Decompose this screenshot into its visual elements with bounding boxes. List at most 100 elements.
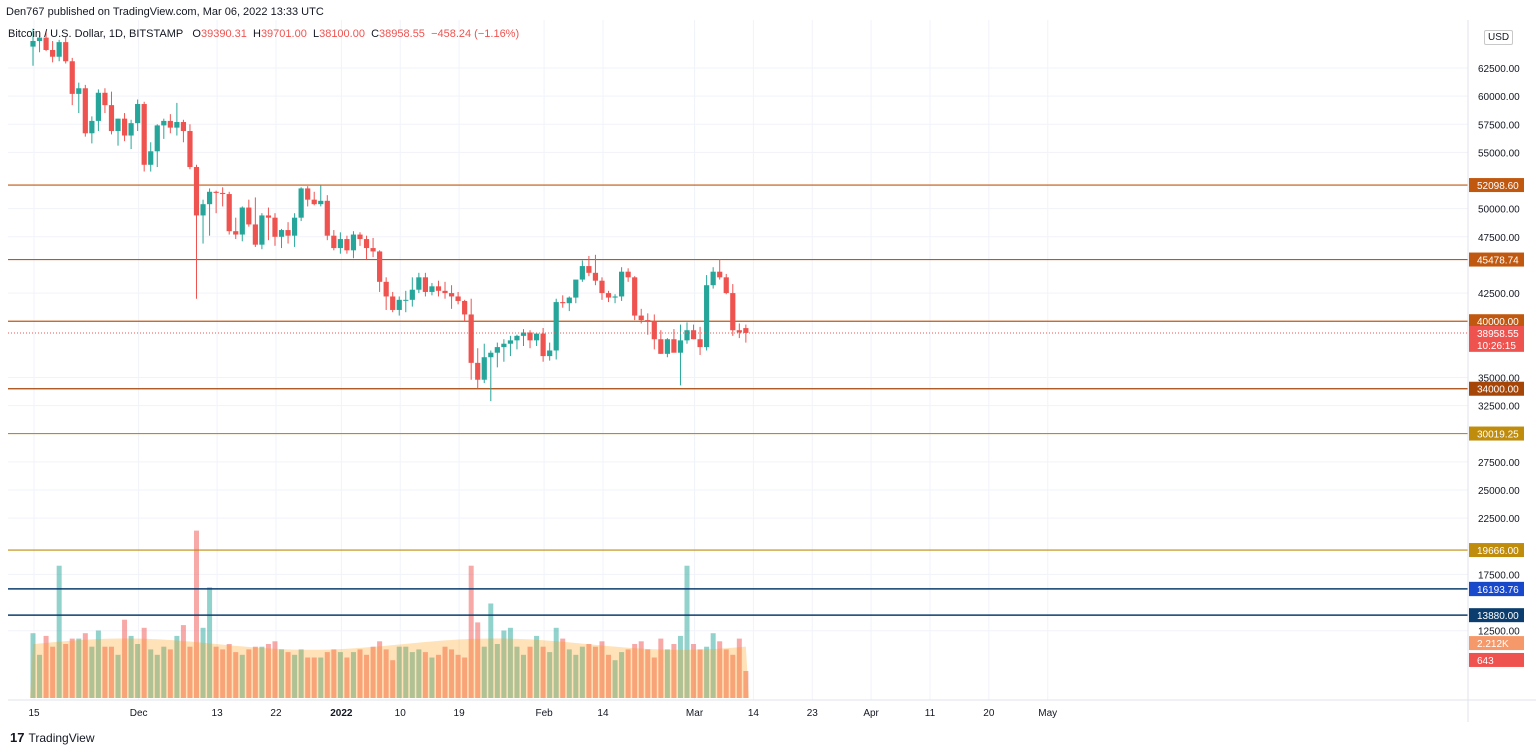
candle-body[interactable] [89,120,95,134]
candle-body[interactable] [363,239,370,249]
candle-body[interactable] [514,335,520,341]
candle-body[interactable] [560,302,566,304]
candle-body[interactable] [167,120,173,128]
candle-body[interactable] [396,299,402,310]
currency-button[interactable]: USD [1484,30,1514,45]
candles[interactable] [30,28,749,402]
candle-body[interactable] [298,188,304,218]
candle-body[interactable] [213,191,219,193]
candle-body[interactable] [161,120,167,126]
candle-body[interactable] [56,42,62,57]
candle-body[interactable] [318,200,324,205]
candle-body[interactable] [664,339,670,354]
candle-body[interactable] [206,191,213,205]
candle-body[interactable] [331,235,337,249]
candle-body[interactable] [226,194,232,232]
candle-body[interactable] [259,215,265,245]
candle-body[interactable] [501,343,507,348]
horizontal-levels[interactable] [8,184,1468,616]
candle-body[interactable] [612,296,618,298]
candle-body[interactable] [632,277,638,316]
candle-body[interactable] [704,285,710,348]
candle-body[interactable] [350,234,357,251]
candle-body[interactable] [455,296,461,301]
candle-body[interactable] [377,251,383,282]
candle-body[interactable] [187,131,193,168]
candle-body[interactable] [305,188,311,200]
candle-body[interactable] [148,151,154,165]
candle-body[interactable] [645,320,651,322]
candle-body[interactable] [278,230,285,237]
candle-body[interactable] [409,289,415,300]
candle-body[interactable] [507,340,514,344]
candle-body[interactable] [697,339,703,348]
candle-body[interactable] [592,272,599,281]
candle-body[interactable] [141,104,147,165]
candle-body[interactable] [619,271,625,297]
candle-body[interactable] [135,104,141,124]
candle-body[interactable] [324,200,330,236]
candle-body[interactable] [520,332,527,336]
candle-body[interactable] [285,230,291,236]
candle-body[interactable] [344,239,350,251]
candle-body[interactable] [671,339,677,353]
candle-body[interactable] [121,118,128,136]
candle-body[interactable] [239,207,245,235]
candle-body[interactable] [586,266,592,273]
candle-body[interactable] [533,333,540,341]
candle-body[interactable] [370,248,376,252]
candle-body[interactable] [337,239,343,249]
candle-body[interactable] [265,215,272,218]
candle-body[interactable] [468,314,474,363]
candle-body[interactable] [710,271,716,286]
candle-body[interactable] [246,207,252,225]
candle-body[interactable] [292,217,298,236]
candle-body[interactable] [403,299,409,301]
footer-brand[interactable]: 17 TradingView [10,730,95,745]
candle-body[interactable] [63,42,69,62]
candle-body[interactable] [540,333,546,357]
candle-body[interactable] [174,122,180,128]
candle-body[interactable] [272,217,278,237]
candle-body[interactable] [579,266,585,280]
candle-body[interactable] [220,192,226,195]
candle-body[interactable] [566,297,572,304]
candle-body[interactable] [651,321,657,340]
candle-body[interactable] [95,92,101,121]
candle-body[interactable] [448,293,455,297]
candle-body[interactable] [658,339,664,354]
candle-body[interactable] [730,293,736,331]
candle-body[interactable] [311,199,317,205]
candle-body[interactable] [488,352,494,358]
candle-body[interactable] [200,204,206,216]
candle-body[interactable] [357,234,363,240]
candle-body[interactable] [76,88,82,94]
candle-body[interactable] [481,357,487,380]
candle-body[interactable] [638,315,644,321]
candle-body[interactable] [115,118,121,132]
candle-body[interactable] [547,350,553,357]
candle-body[interactable] [435,286,442,291]
candle-body[interactable] [599,280,605,294]
candle-body[interactable] [154,125,160,152]
candle-body[interactable] [108,105,115,132]
candle-body[interactable] [390,296,396,310]
candle-body[interactable] [717,271,723,278]
candle-body[interactable] [69,61,75,94]
candle-body[interactable] [723,277,729,294]
candle-body[interactable] [442,290,448,294]
candle-body[interactable] [43,37,49,50]
candle-body[interactable] [233,231,239,235]
candle-body[interactable] [383,281,389,297]
candle-body[interactable] [416,277,422,290]
candle-body[interactable] [573,279,579,298]
candle-body[interactable] [743,328,749,333]
candle-body[interactable] [494,347,500,353]
symbol-title[interactable]: Bitcoin / U.S. Dollar, 1D, BITSTAMP [8,28,184,40]
candle-body[interactable] [193,167,200,216]
candle-body[interactable] [527,332,533,341]
candle-body[interactable] [180,122,187,132]
candle-body[interactable] [128,123,134,136]
candle-body[interactable] [252,224,258,245]
candle-body[interactable] [736,330,742,333]
